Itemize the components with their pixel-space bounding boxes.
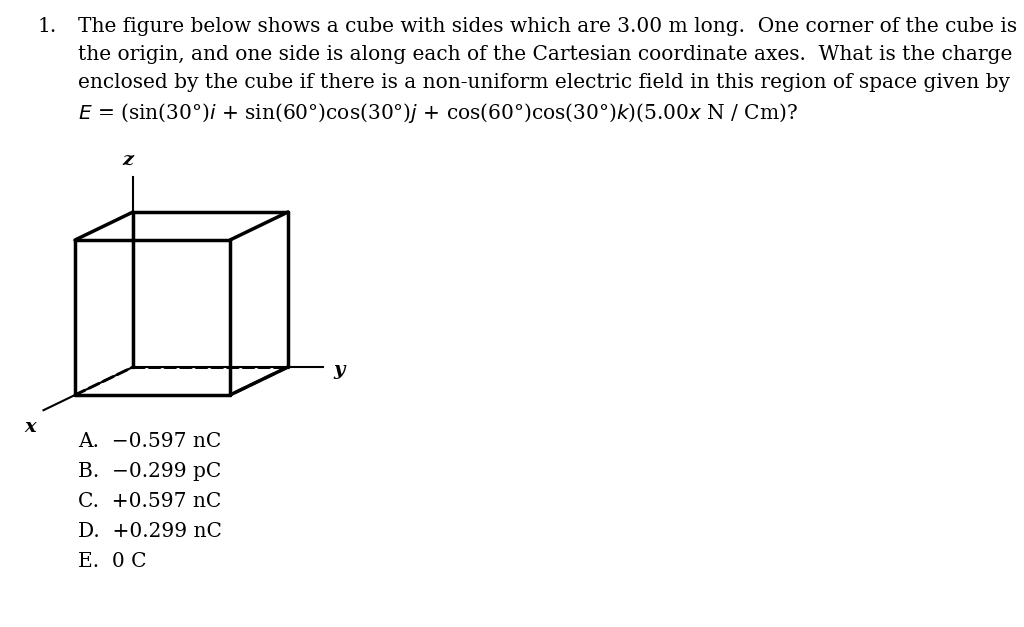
Text: z: z bbox=[123, 151, 133, 169]
Text: The figure below shows a cube with sides which are 3.00 m long.  One corner of t: The figure below shows a cube with sides… bbox=[78, 17, 1024, 36]
Text: enclosed by the cube if there is a non-uniform electric field in this region of : enclosed by the cube if there is a non-u… bbox=[78, 73, 1010, 92]
Text: D.  +0.299 nC: D. +0.299 nC bbox=[78, 522, 222, 541]
Text: A.  −0.597 nC: A. −0.597 nC bbox=[78, 432, 221, 451]
Text: the origin, and one side is along each of the Cartesian coordinate axes.  What i: the origin, and one side is along each o… bbox=[78, 45, 1013, 64]
Text: x: x bbox=[24, 418, 36, 436]
Text: E.  0 C: E. 0 C bbox=[78, 552, 146, 571]
Text: C.  +0.597 nC: C. +0.597 nC bbox=[78, 492, 221, 511]
Text: 1.: 1. bbox=[38, 17, 57, 36]
Text: B.  −0.299 pC: B. −0.299 pC bbox=[78, 462, 221, 481]
Text: y: y bbox=[333, 361, 344, 379]
Text: $\mathbf{\mathit{E}}$ = (sin(30°)$\mathit{i}$ + sin(60°)cos(30°)$\mathit{j}$ + c: $\mathbf{\mathit{E}}$ = (sin(30°)$\mathi… bbox=[78, 101, 798, 125]
